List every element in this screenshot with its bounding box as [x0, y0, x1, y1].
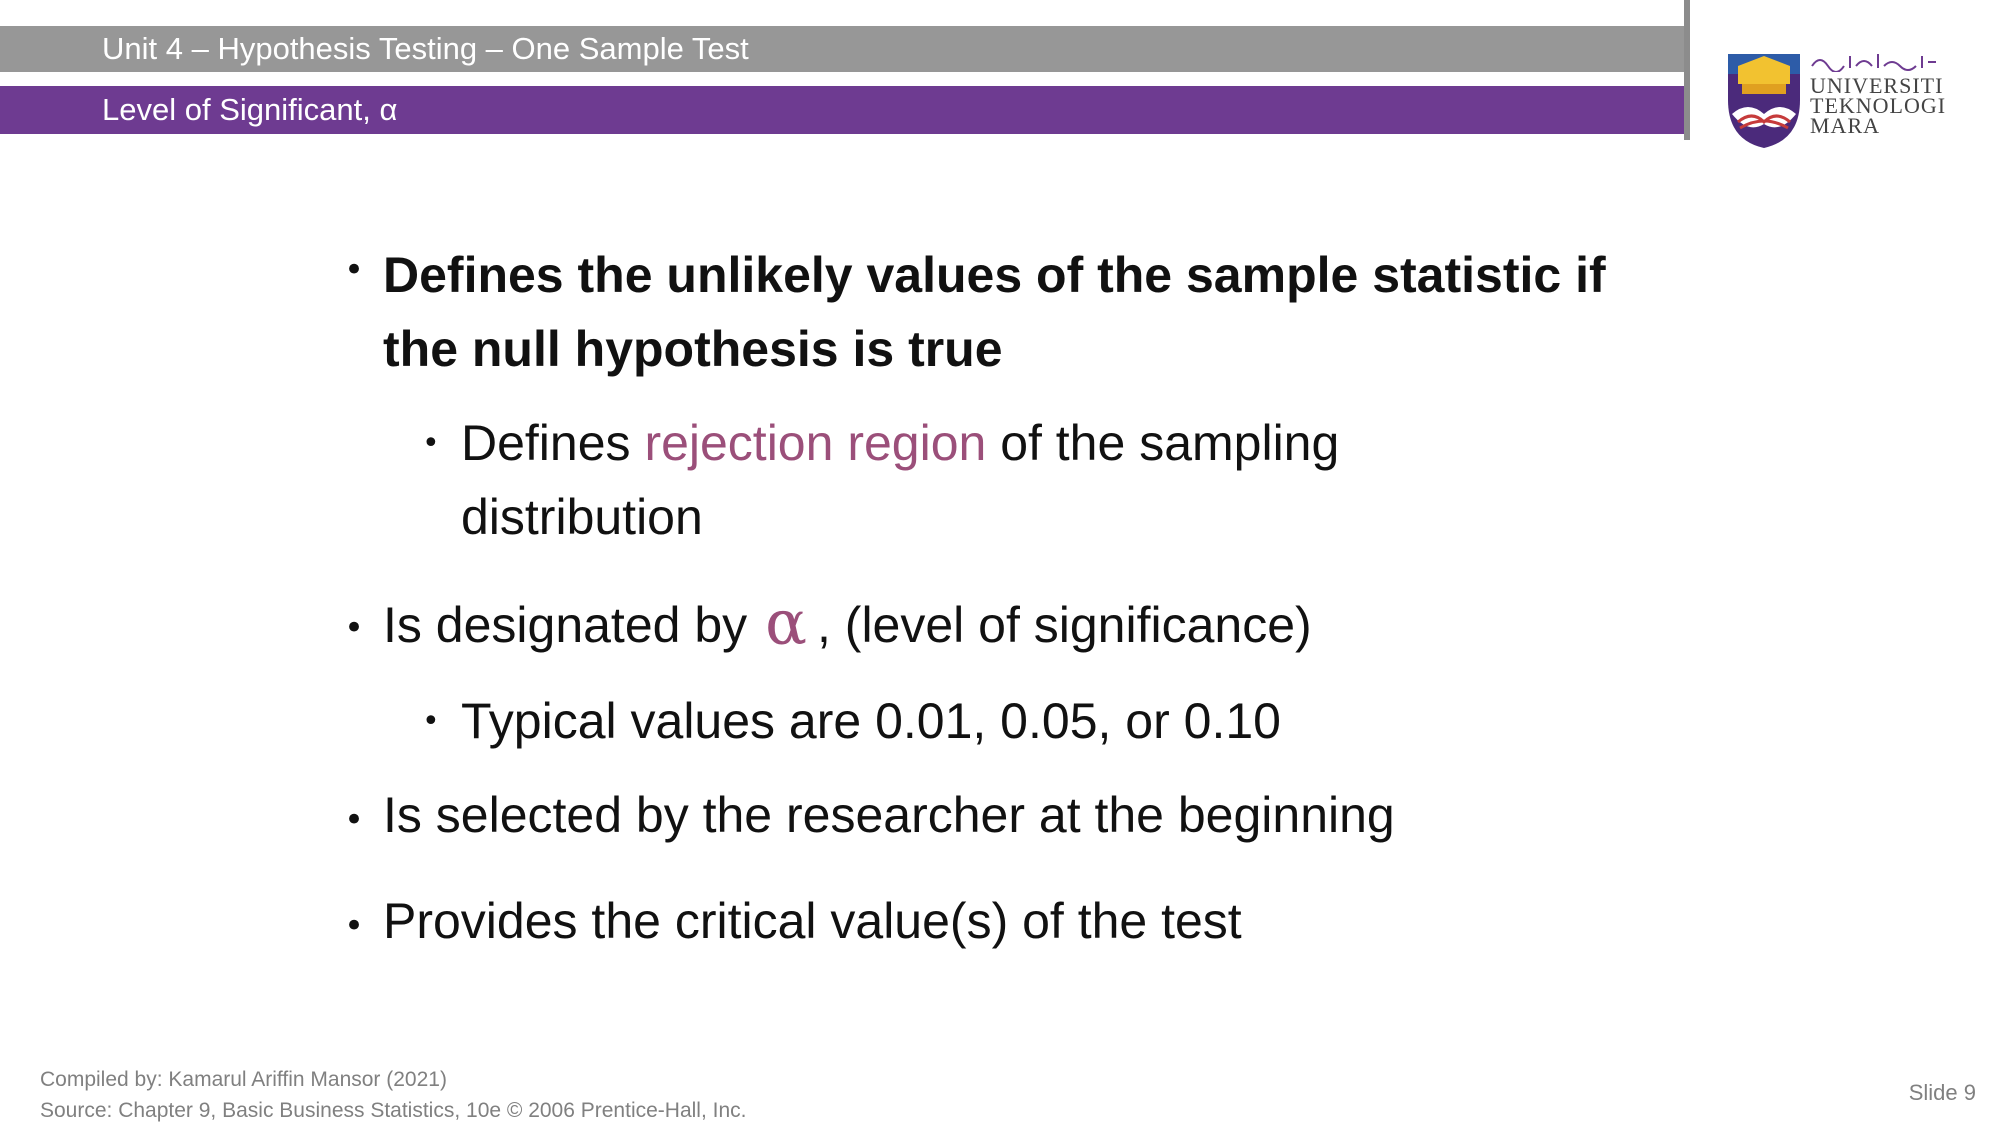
sub-bullet-1-pre: Defines — [461, 415, 645, 471]
unit-title: Unit 4 – Hypothesis Testing – One Sample… — [102, 31, 749, 66]
bullet-2-post: , (level of significance) — [817, 597, 1312, 653]
bullet-3: Is selected by the researcher at the beg… — [383, 787, 1395, 843]
logo-line2: TEKNOLOGI — [1810, 93, 1947, 118]
alpha-symbol: α — [765, 586, 808, 659]
bullet-2-pre: Is designated by — [383, 597, 748, 653]
logo-line3: MARA — [1810, 113, 1881, 138]
bullet-dot: • — [344, 906, 365, 946]
header-divider — [1684, 0, 1690, 140]
sub-bullet-2: Typical values are 0.01, 0.05, or 0.10 — [461, 693, 1281, 749]
rejection-region-term: rejection region — [644, 415, 987, 471]
slide-number: Slide 9 — [1908, 1080, 1976, 1105]
compiled-by: Compiled by: Kamarul Ariffin Mansor (202… — [40, 1068, 447, 1091]
topic-title-bar: Level of Significant, α — [0, 86, 1684, 134]
logo-wordmark: UNIVERSITI TEKNOLOGI MARA — [1810, 73, 1970, 138]
bullet-4: Provides the critical value(s) of the te… — [383, 893, 1242, 949]
unit-title-bar: Unit 4 – Hypothesis Testing – One Sample… — [0, 26, 1684, 72]
sub-bullet-dot: • — [422, 426, 440, 461]
bullet-2: Is designated by α, (level of significanc… — [383, 586, 1683, 662]
footer-credits: Compiled by: Kamarul Ariffin Mansor (202… — [40, 1064, 746, 1126]
topic-title: Level of Significant, α — [102, 92, 398, 127]
uitm-logo-icon — [1728, 54, 1800, 148]
sub-bullet-1: Defines rejection region of the sampling… — [461, 406, 1461, 554]
sub-bullet-1-post: of the sampling distribution — [461, 415, 1340, 545]
bullet-dot: • — [344, 800, 365, 840]
bullet-dot: • — [344, 608, 365, 648]
bullet-dot: • — [344, 250, 365, 290]
logo-line1: UNIVERSITI — [1810, 73, 1944, 98]
source-citation: Source: Chapter 9, Basic Business Statis… — [40, 1099, 747, 1122]
bullet-1: Defines the unlikely values of the sampl… — [383, 247, 1606, 377]
jawi-script-icon — [1811, 54, 1936, 72]
sub-bullet-dot: • — [422, 704, 440, 739]
